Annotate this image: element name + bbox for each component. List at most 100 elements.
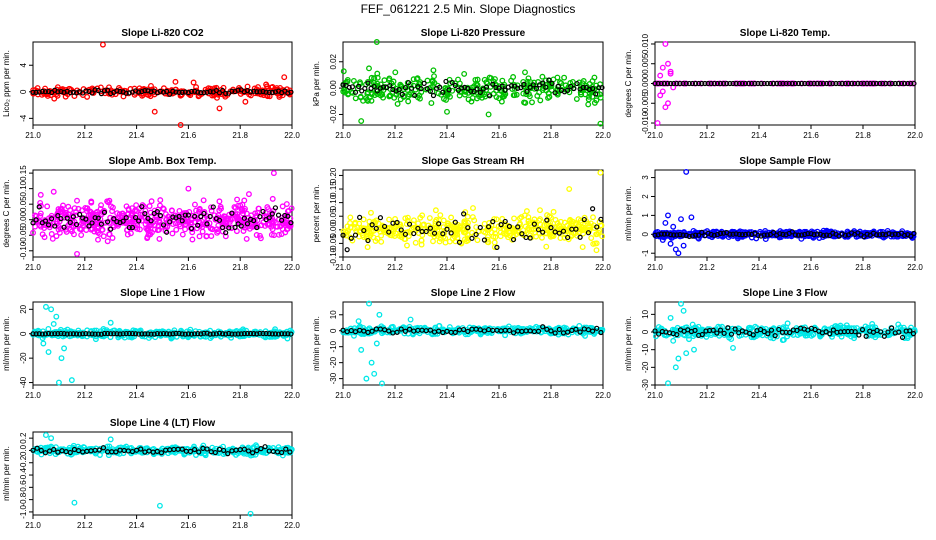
data-point: [133, 202, 140, 209]
reference-point: [64, 331, 70, 337]
data-point: [94, 225, 101, 232]
data-point: [537, 207, 543, 214]
data-point: [211, 92, 217, 99]
outlier-point: [670, 223, 677, 230]
data-point: [552, 216, 559, 223]
reference-point: [680, 232, 686, 238]
data-point: [443, 96, 450, 103]
reference-point: [883, 80, 889, 87]
x-tick-label: 21.4: [129, 131, 145, 140]
reference-point: [535, 227, 542, 233]
data-point: [182, 218, 189, 225]
data-point: [593, 240, 600, 247]
data-point: [517, 224, 524, 231]
data-point: [491, 239, 498, 246]
data-point: [436, 238, 443, 245]
x-tick-label: 21.6: [181, 521, 197, 530]
data-point: [418, 89, 425, 96]
reference-point: [745, 80, 752, 87]
reference-point: [468, 88, 474, 94]
plot-frame: [654, 169, 916, 258]
reference-point: [201, 90, 207, 96]
reference-point: [129, 330, 136, 337]
data-point: [590, 214, 596, 221]
data-point: [547, 214, 554, 221]
data-point: [182, 226, 189, 233]
data-point: [253, 232, 260, 238]
data-point: [436, 217, 443, 224]
reference-point: [198, 89, 204, 96]
reference-point: [132, 331, 139, 337]
reference-point: [45, 330, 52, 337]
reference-point: [409, 85, 415, 91]
reference-point: [446, 87, 452, 93]
reference-point: [55, 89, 61, 95]
x-tick-label: 21.2: [77, 263, 93, 272]
outlier-point: [667, 240, 674, 247]
reference-point: [257, 214, 263, 220]
data-point: [569, 218, 575, 225]
reference-point: [814, 231, 820, 237]
data-point: [382, 229, 389, 236]
data-point: [173, 226, 180, 233]
reference-point: [589, 206, 596, 212]
reference-point: [235, 331, 241, 337]
reference-point: [864, 80, 870, 87]
reference-point: [689, 233, 696, 239]
reference-point: [861, 80, 867, 87]
reference-point: [406, 326, 413, 332]
reference-point: [36, 204, 42, 210]
reference-point: [275, 331, 282, 337]
reference-point: [164, 88, 170, 94]
reference-point: [839, 80, 845, 87]
reference-point: [219, 224, 226, 231]
reference-point: [226, 225, 232, 231]
data-point: [523, 208, 530, 215]
x-tick-label: 21.2: [77, 521, 93, 530]
reference-point: [708, 80, 714, 87]
x-tick-label: 22.0: [907, 391, 923, 400]
reference-point: [535, 328, 542, 334]
reference-point: [399, 91, 405, 97]
data-point: [431, 233, 438, 240]
data-point: [539, 73, 546, 80]
outlier-point: [373, 39, 380, 45]
data-point: [497, 229, 504, 236]
y-tick-label: 0.2: [19, 432, 28, 444]
x-tick-label: 21.0: [647, 391, 663, 400]
reference-point: [279, 331, 285, 337]
reference-point: [61, 331, 67, 337]
data-point: [203, 233, 210, 240]
data-point: [577, 89, 584, 96]
reference-point: [543, 84, 549, 90]
data-point: [288, 205, 295, 212]
reference-point: [67, 219, 73, 225]
reference-point: [148, 89, 154, 95]
reference-point: [139, 204, 145, 210]
outlier-point: [683, 168, 690, 175]
data-point: [41, 234, 48, 241]
reference-point: [833, 80, 839, 87]
reference-point: [108, 226, 114, 232]
reference-point: [195, 331, 201, 337]
reference-point: [52, 331, 58, 337]
reference-point: [755, 232, 761, 239]
data-point: [247, 92, 254, 99]
reference-point: [858, 80, 864, 87]
data-point: [154, 227, 161, 234]
y-axis-label: ml/min per min.: [2, 446, 11, 501]
reference-point: [260, 330, 266, 337]
reference-point: [86, 331, 92, 337]
y-tick-label: 4: [19, 62, 28, 67]
reference-point: [142, 331, 148, 337]
outlier-point: [672, 246, 679, 253]
data-point: [127, 230, 134, 237]
data-point: [345, 228, 352, 235]
outlier-point: [659, 64, 666, 71]
data-point: [539, 87, 546, 93]
reference-point: [452, 329, 458, 335]
reference-point: [589, 86, 596, 92]
reference-point: [811, 232, 817, 238]
data-point: [589, 78, 596, 84]
y-tick-label: -1: [641, 249, 650, 257]
